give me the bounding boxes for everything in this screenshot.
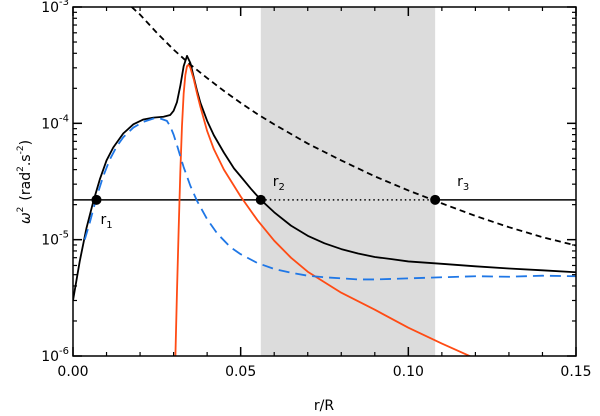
y-label-unit-end: ) [18, 140, 34, 145]
y-label-unit-mid: .s [18, 154, 34, 166]
series-layer [73, 7, 576, 356]
y-tick-base: 10 [41, 233, 59, 249]
x-tick-label: 0.15 [560, 364, 591, 380]
y-tick-base: 10 [41, 116, 59, 132]
series-line-3 [83, 117, 576, 281]
x-tick-label: 0.00 [57, 364, 88, 380]
y-axis-label: ω2(rad2.s-2) [16, 140, 34, 224]
axes [72, 6, 577, 357]
point-label-main: r [457, 174, 463, 190]
series-line-4 [131, 7, 576, 247]
point-label-sub: 3 [463, 182, 469, 193]
y-tick-label: 10-3 [41, 0, 69, 16]
y-label-unit: (rad [18, 172, 34, 201]
y-label-unit-sup2: -2 [16, 145, 26, 154]
point-marker [430, 194, 441, 205]
series-line-2 [174, 63, 472, 356]
x-tick-label: 0.05 [225, 364, 256, 380]
y-tick-exp: -3 [59, 0, 69, 8]
y-tick-base: 10 [41, 349, 59, 365]
y-tick-exp: -4 [59, 113, 69, 124]
point-label-sub: 2 [279, 182, 285, 193]
shaded-region [260, 7, 436, 356]
x-axis-label: r/R [314, 398, 334, 414]
y-label-omega: ω [18, 212, 34, 224]
y-tick-label: 10-6 [41, 346, 69, 365]
y-tick-exp: -5 [59, 230, 69, 241]
point-marker [91, 194, 102, 205]
point-label: r2 [273, 174, 285, 193]
point-label-sub: 1 [106, 220, 112, 231]
series-line-1 [73, 54, 576, 301]
plot-frame [72, 6, 577, 357]
point-marker [255, 194, 266, 205]
y-label-unit-sup1: 2 [16, 166, 26, 172]
y-tick-label: 10-4 [41, 113, 69, 132]
point-label-main: r [100, 212, 106, 228]
y-tick-label: 10-5 [41, 230, 69, 249]
point-label: r1 [100, 212, 112, 231]
point-label: r3 [457, 174, 469, 193]
point-label-main: r [273, 174, 279, 190]
y-tick-exp: -6 [59, 346, 69, 357]
y-tick-base: 10 [41, 0, 59, 16]
y-label-omega-sup: 2 [16, 207, 26, 213]
x-tick-label: 0.10 [393, 364, 424, 380]
